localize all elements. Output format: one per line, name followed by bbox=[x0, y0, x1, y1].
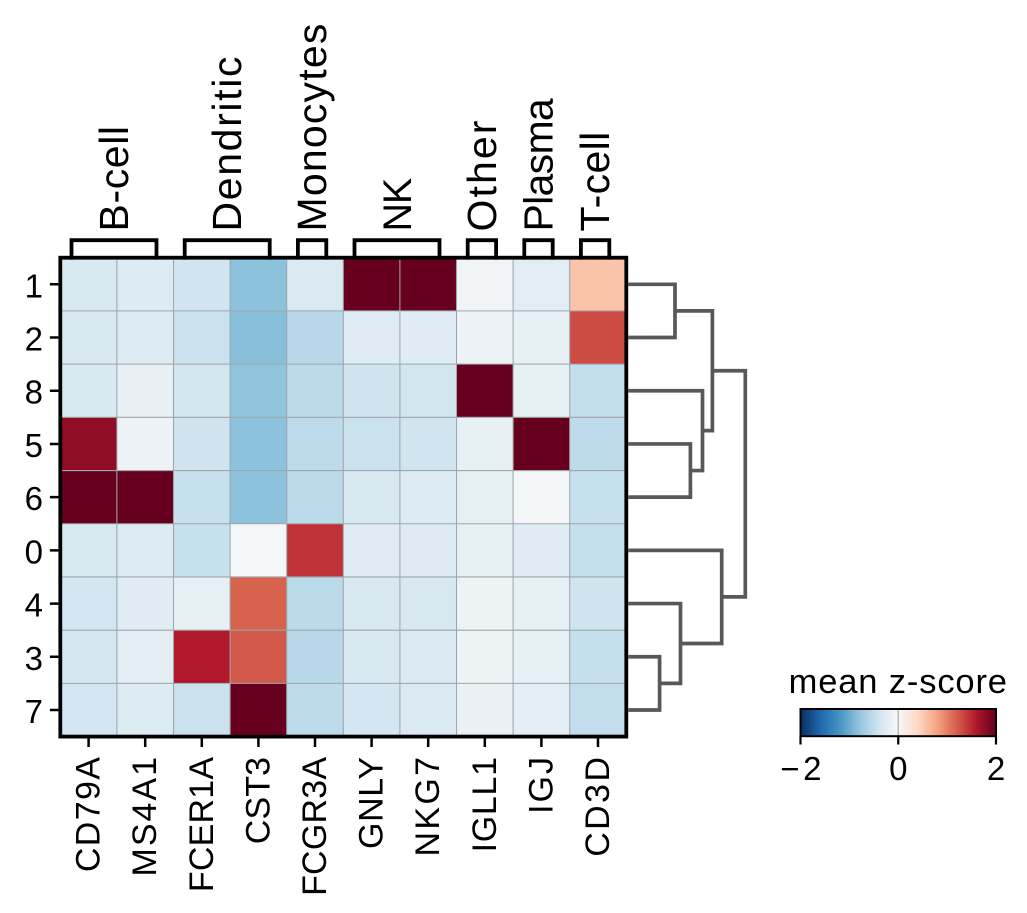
svg-text:3: 3 bbox=[25, 640, 43, 677]
svg-text:Monocytes: Monocytes bbox=[289, 22, 335, 231]
svg-text:GNLY: GNLY bbox=[353, 756, 391, 849]
svg-text:IGLL1: IGLL1 bbox=[466, 756, 504, 852]
svg-text:8: 8 bbox=[25, 374, 43, 411]
svg-text:CD79A: CD79A bbox=[70, 756, 108, 873]
svg-text:5: 5 bbox=[25, 427, 43, 464]
svg-text:Plasma: Plasma bbox=[515, 98, 561, 231]
svg-text:NK: NK bbox=[376, 178, 420, 231]
svg-text:0: 0 bbox=[889, 750, 907, 787]
svg-text:IGJ: IGJ bbox=[522, 755, 560, 814]
svg-text:Dendritic: Dendritic bbox=[204, 55, 250, 232]
svg-text:MS4A1: MS4A1 bbox=[126, 755, 164, 877]
svg-text:Other: Other bbox=[459, 118, 505, 231]
svg-text:2: 2 bbox=[987, 750, 1005, 787]
svg-text:2: 2 bbox=[25, 321, 43, 358]
svg-text:mean z-score: mean z-score bbox=[789, 663, 1008, 701]
svg-text:FCGR3A: FCGR3A bbox=[296, 757, 334, 896]
svg-text:NKG7: NKG7 bbox=[409, 755, 447, 857]
svg-text:FCER1A: FCER1A bbox=[183, 757, 221, 892]
svg-text:−2: −2 bbox=[780, 750, 825, 787]
svg-text:CST3: CST3 bbox=[239, 757, 277, 844]
svg-text:0: 0 bbox=[25, 533, 43, 570]
svg-text:B-cell: B-cell bbox=[91, 125, 137, 231]
svg-text:7: 7 bbox=[25, 693, 43, 730]
svg-text:T-cell: T-cell bbox=[572, 131, 618, 231]
svg-text:6: 6 bbox=[25, 480, 43, 517]
svg-text:CD3D: CD3D bbox=[579, 755, 617, 857]
svg-text:1: 1 bbox=[25, 267, 43, 304]
svg-text:4: 4 bbox=[25, 587, 43, 624]
